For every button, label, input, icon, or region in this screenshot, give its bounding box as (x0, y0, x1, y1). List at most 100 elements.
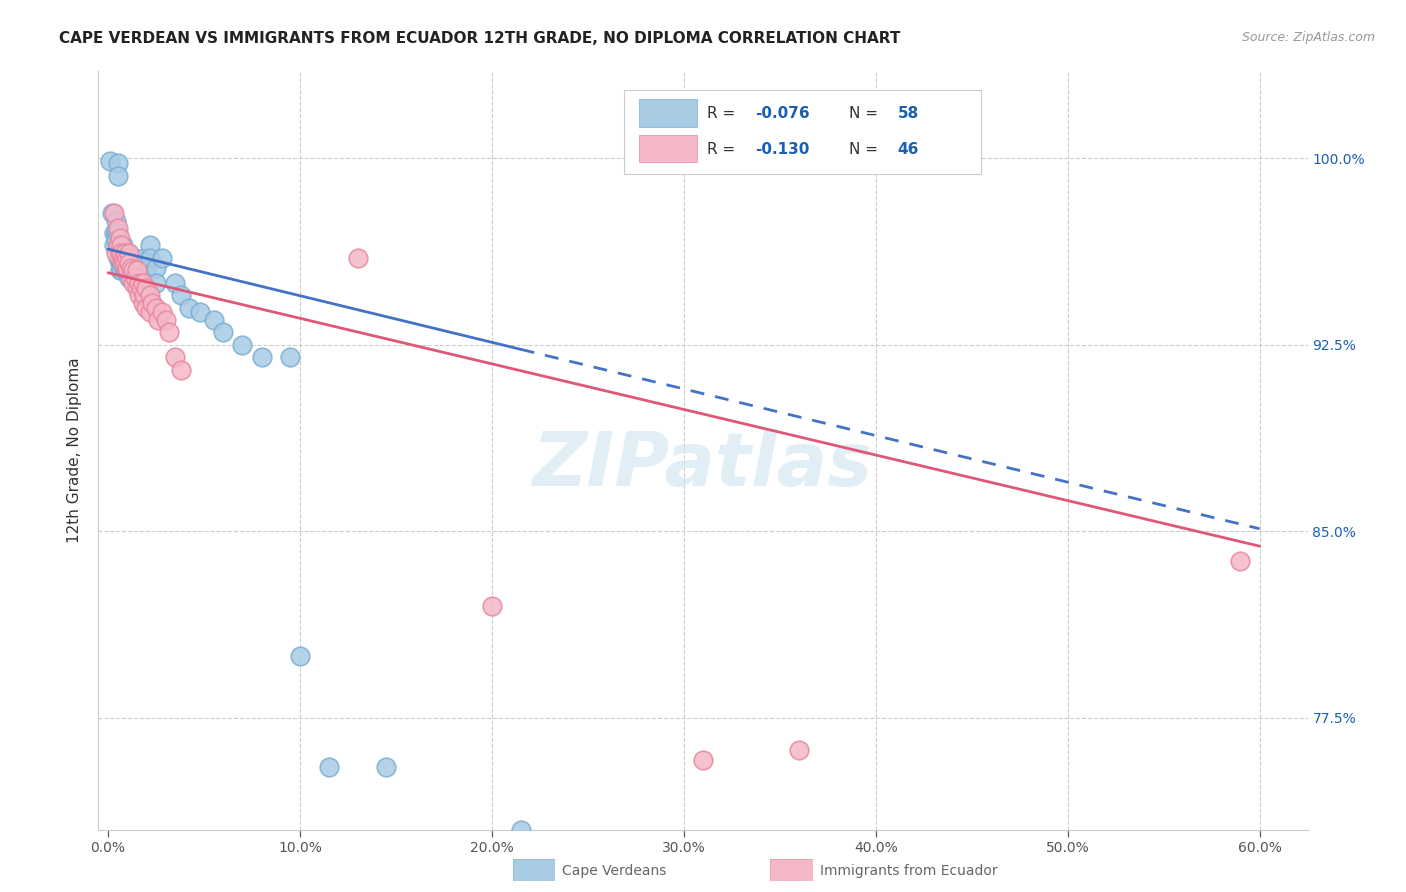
Point (103, 238, 125, 252)
Text: R =: R = (707, 142, 740, 157)
Point (125, 280, 148, 294)
Point (114, 251, 136, 265)
Point (118, 270, 141, 285)
Point (139, 305, 162, 319)
Point (135, 263, 157, 277)
Point (128, 288, 150, 302)
Point (139, 251, 162, 265)
Point (146, 313, 169, 327)
Point (114, 263, 136, 277)
Point (112, 251, 135, 265)
Point (155, 313, 177, 327)
Text: N =: N = (849, 142, 883, 157)
Point (231, 338, 253, 352)
Point (135, 280, 157, 294)
Point (318, 760, 340, 774)
Point (131, 251, 153, 265)
Point (125, 263, 148, 277)
Point (115, 256, 138, 270)
Point (122, 263, 145, 277)
Point (112, 258, 135, 272)
Text: N =: N = (849, 105, 883, 120)
Point (288, 648, 311, 663)
Point (118, 256, 141, 270)
Point (188, 305, 211, 319)
FancyBboxPatch shape (624, 90, 981, 174)
Point (1229, 554, 1251, 568)
Point (124, 270, 146, 285)
Point (118, 263, 141, 277)
Point (280, 350, 302, 364)
Point (103, 206, 125, 220)
Point (202, 313, 225, 327)
Point (120, 270, 142, 285)
Point (135, 301, 157, 315)
Text: CAPE VERDEAN VS IMMIGRANTS FROM ECUADOR 12TH GRADE, NO DIPLOMA CORRELATION CHART: CAPE VERDEAN VS IMMIGRANTS FROM ECUADOR … (59, 31, 900, 46)
Point (101, 206, 124, 220)
Point (134, 288, 156, 302)
Point (139, 238, 162, 252)
Point (128, 276, 150, 290)
Point (165, 350, 187, 364)
Text: 46: 46 (897, 142, 920, 157)
Point (118, 245, 141, 260)
Point (139, 288, 162, 302)
Point (375, 760, 398, 774)
Text: Cape Verdeans: Cape Verdeans (562, 863, 666, 878)
Point (165, 276, 187, 290)
Point (170, 288, 193, 302)
Point (145, 301, 167, 315)
Point (112, 238, 135, 252)
Point (107, 169, 129, 183)
Point (110, 263, 132, 277)
Point (128, 270, 150, 285)
Text: -0.130: -0.130 (755, 142, 810, 157)
Point (108, 263, 131, 277)
Point (122, 276, 145, 290)
Point (108, 251, 131, 265)
Point (122, 263, 145, 277)
Point (509, 822, 531, 837)
Point (250, 350, 273, 364)
Point (108, 231, 131, 245)
Point (103, 226, 125, 240)
Point (107, 251, 129, 265)
Point (107, 221, 129, 235)
Point (120, 263, 142, 277)
Point (115, 245, 138, 260)
Point (129, 280, 152, 294)
Point (135, 280, 157, 294)
Text: R =: R = (707, 105, 740, 120)
Text: ZIPatlas: ZIPatlas (533, 429, 873, 502)
Point (177, 301, 200, 315)
Point (110, 238, 132, 252)
Point (114, 245, 136, 260)
Point (110, 245, 132, 260)
Point (131, 295, 153, 310)
FancyBboxPatch shape (638, 99, 697, 127)
Point (115, 260, 138, 275)
Point (115, 251, 138, 265)
Point (104, 226, 127, 240)
Point (107, 226, 129, 240)
Text: Immigrants from Ecuador: Immigrants from Ecuador (820, 863, 997, 878)
Point (145, 260, 167, 275)
Point (108, 256, 131, 270)
FancyBboxPatch shape (638, 135, 697, 162)
Point (120, 260, 142, 275)
Point (107, 156, 129, 170)
Point (692, 753, 714, 767)
Point (114, 256, 136, 270)
Point (110, 245, 132, 260)
Point (104, 245, 127, 260)
Point (150, 305, 173, 319)
FancyBboxPatch shape (770, 859, 813, 881)
Point (145, 276, 167, 290)
Point (108, 244, 131, 258)
Point (481, 599, 503, 613)
Point (98, 153, 121, 168)
FancyBboxPatch shape (513, 859, 555, 881)
Point (170, 362, 193, 376)
Text: Source: ZipAtlas.com: Source: ZipAtlas.com (1241, 31, 1375, 45)
Point (104, 213, 127, 227)
